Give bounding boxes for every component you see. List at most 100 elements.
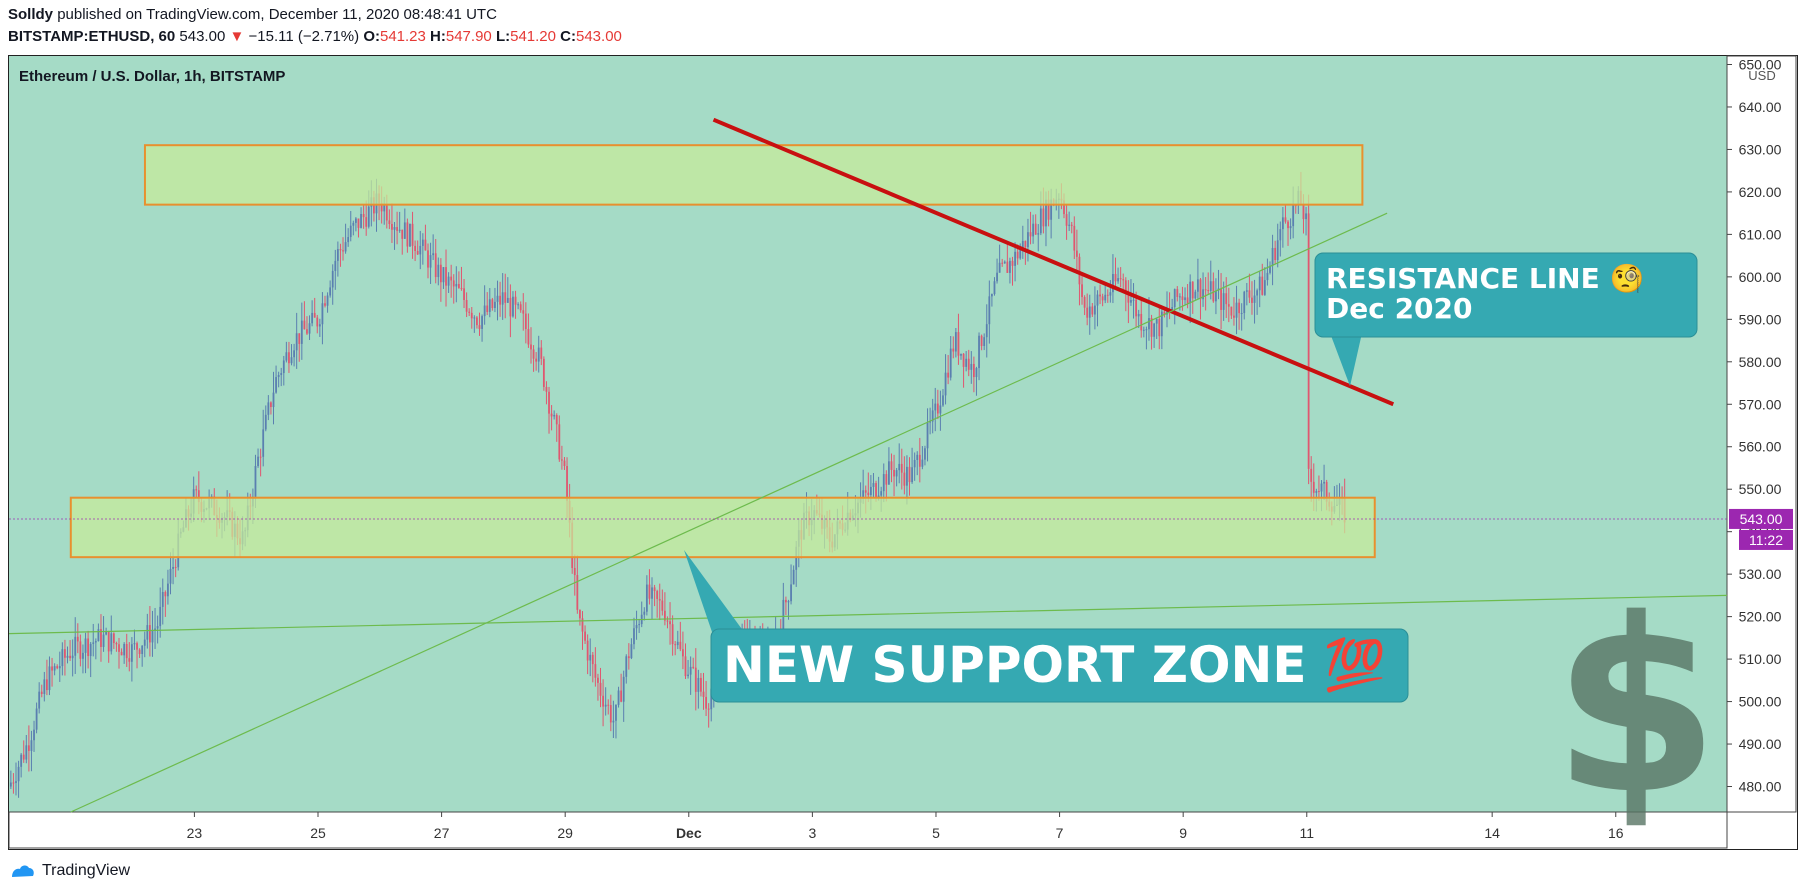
candle-body xyxy=(324,303,326,306)
candle-body xyxy=(689,666,692,675)
price-axis-background[interactable] xyxy=(1726,55,1797,813)
candle-body xyxy=(1003,261,1006,264)
candle-body xyxy=(988,296,991,325)
candle-body xyxy=(1281,217,1284,230)
candle-body xyxy=(457,283,460,288)
candle-body xyxy=(1325,481,1328,502)
time-axis-background[interactable] xyxy=(8,811,1728,849)
tradingview-footer[interactable]: TradingView xyxy=(10,862,130,880)
x-tick-label: 23 xyxy=(187,825,203,841)
candle-body xyxy=(1176,289,1179,297)
candle-body xyxy=(1184,297,1186,301)
candle-body xyxy=(123,643,126,656)
candle-body xyxy=(795,546,798,570)
candle-body xyxy=(936,403,939,414)
candle-body xyxy=(867,492,870,496)
candle-body xyxy=(1253,295,1256,303)
candle-body xyxy=(790,584,792,602)
candle-body xyxy=(43,679,46,695)
candle-body xyxy=(97,629,100,642)
candle-body xyxy=(316,317,319,327)
last-price-box xyxy=(1729,508,1793,529)
candle-body xyxy=(991,294,993,297)
candle-body xyxy=(1209,281,1212,291)
candle-body xyxy=(352,222,355,226)
candle-body xyxy=(149,625,151,643)
candle-body xyxy=(1274,247,1277,261)
candle-body xyxy=(174,566,177,568)
candle-body xyxy=(566,466,568,501)
candle-body xyxy=(17,766,20,782)
candle-body xyxy=(434,253,437,278)
candle-body xyxy=(1094,305,1096,315)
y-tick-label: 610.00 xyxy=(1739,226,1782,242)
x-tick-label: 9 xyxy=(1179,825,1187,841)
candle-body xyxy=(1019,249,1022,259)
low-label: L: xyxy=(495,28,511,45)
chart-frame xyxy=(8,55,1798,850)
candle-body xyxy=(1127,292,1130,303)
candle-body xyxy=(895,470,898,477)
author-name[interactable]: Solldy xyxy=(8,6,54,23)
candle-body xyxy=(576,575,579,610)
candle-body xyxy=(450,276,453,281)
candle-body xyxy=(1119,278,1122,280)
candle-body xyxy=(586,640,589,661)
candle-body xyxy=(1006,261,1009,273)
candle-body xyxy=(308,323,311,334)
candle-body xyxy=(584,631,586,641)
candle-body xyxy=(130,644,133,662)
candle-body xyxy=(1305,213,1307,220)
candle-body xyxy=(46,679,48,691)
candle-body xyxy=(620,690,623,702)
candle-body xyxy=(275,377,277,393)
candle-body xyxy=(1251,297,1253,303)
candle-body xyxy=(682,649,684,657)
candle-body xyxy=(550,413,553,417)
candle-body xyxy=(890,461,893,470)
currency-label: USD xyxy=(1748,68,1775,83)
candle-body xyxy=(996,272,998,282)
candle-body xyxy=(38,691,41,709)
publish-info: Solldy published on TradingView.com, Dec… xyxy=(8,6,497,23)
candle-body xyxy=(524,313,527,330)
candle-body xyxy=(1276,240,1279,261)
candle-body xyxy=(491,299,494,308)
candle-body xyxy=(540,347,543,359)
resistance-callout-pointer xyxy=(1330,333,1362,387)
y-tick-label: 600.00 xyxy=(1739,269,1782,285)
chart-title: Ethereum / U.S. Dollar, 1h, BITSTAMP xyxy=(19,68,285,85)
candle-body xyxy=(336,249,339,261)
candle-body xyxy=(409,223,411,247)
candle-body xyxy=(1114,273,1117,282)
candle-body xyxy=(666,620,669,622)
candle-body xyxy=(694,667,697,692)
candle-body xyxy=(481,316,483,329)
y-tick-label: 510.00 xyxy=(1739,651,1782,667)
candle-body xyxy=(1029,232,1032,237)
candle-body xyxy=(285,352,288,361)
candle-body xyxy=(419,245,422,255)
candle-body xyxy=(398,229,401,231)
support-callout-pointer xyxy=(684,550,744,632)
candle-body xyxy=(1269,265,1271,273)
candle-body xyxy=(653,587,656,592)
candle-body xyxy=(1037,233,1040,235)
candle-body xyxy=(403,222,406,239)
candle-body xyxy=(1081,284,1083,298)
candle-body xyxy=(602,695,604,707)
candle-body xyxy=(349,225,352,238)
candle-body xyxy=(527,329,530,345)
candle-body xyxy=(1014,251,1016,266)
candle-body xyxy=(321,303,324,325)
candle-body xyxy=(1258,276,1261,291)
candle-body xyxy=(476,317,478,326)
candle-body xyxy=(76,636,79,642)
down-arrow-icon: ▼ xyxy=(229,28,245,45)
candle-body xyxy=(1320,483,1323,492)
candle-body xyxy=(1050,199,1053,220)
candle-body xyxy=(957,332,960,356)
candle-body xyxy=(488,299,491,312)
candle-body xyxy=(679,641,682,650)
